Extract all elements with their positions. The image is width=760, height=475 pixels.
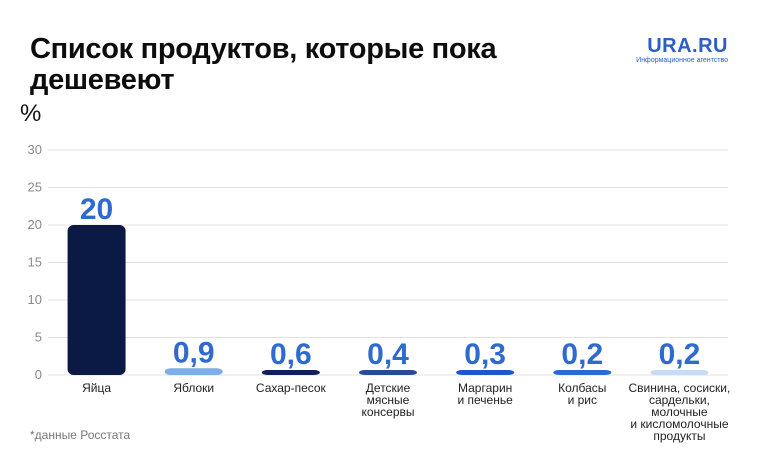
category-label: Свинина, сосиски, сардельки, молочные и кис… bbox=[629, 381, 731, 443]
y-tick-label: 15 bbox=[28, 255, 42, 270]
data-label: 0,2 bbox=[659, 338, 701, 371]
bar bbox=[553, 370, 612, 375]
data-label: 0,2 bbox=[561, 338, 603, 371]
bar bbox=[164, 368, 223, 375]
category-label: Детские мясные консервы bbox=[361, 381, 414, 419]
category-label: Сахар-песок bbox=[256, 381, 327, 395]
brand-subtitle: Информационное агентство bbox=[636, 57, 728, 64]
data-label: 20 bbox=[80, 193, 113, 226]
y-tick-label: 20 bbox=[28, 217, 42, 232]
y-axis-unit: % bbox=[20, 100, 42, 127]
y-tick-label: 25 bbox=[28, 180, 42, 195]
bar bbox=[359, 370, 417, 375]
brand-name: URA.RU bbox=[647, 35, 728, 57]
data-label: 0,9 bbox=[173, 336, 215, 369]
category-label: Яблоки bbox=[173, 381, 214, 395]
data-label: 0,4 bbox=[367, 338, 409, 371]
category-label: Колбасы и рис bbox=[558, 381, 606, 407]
footnote: *данные Росстата bbox=[30, 428, 131, 442]
bar bbox=[650, 370, 709, 375]
bar bbox=[456, 370, 515, 375]
y-tick-label: 30 bbox=[28, 142, 42, 157]
brand-logo: URA.RU Информационное агентство bbox=[636, 36, 728, 65]
category-label: Яйца bbox=[82, 381, 111, 395]
bar bbox=[261, 370, 320, 375]
data-label: 0,6 bbox=[270, 338, 312, 371]
chart-title: Список продуктов, которые пока дешевеют bbox=[30, 33, 497, 96]
category-label: Маргарин и печенье bbox=[457, 381, 513, 407]
bar bbox=[67, 225, 126, 375]
data-label: 0,3 bbox=[464, 338, 506, 371]
y-tick-label: 0 bbox=[35, 367, 42, 382]
y-tick-label: 10 bbox=[28, 292, 42, 307]
y-tick-label: 5 bbox=[35, 330, 42, 345]
